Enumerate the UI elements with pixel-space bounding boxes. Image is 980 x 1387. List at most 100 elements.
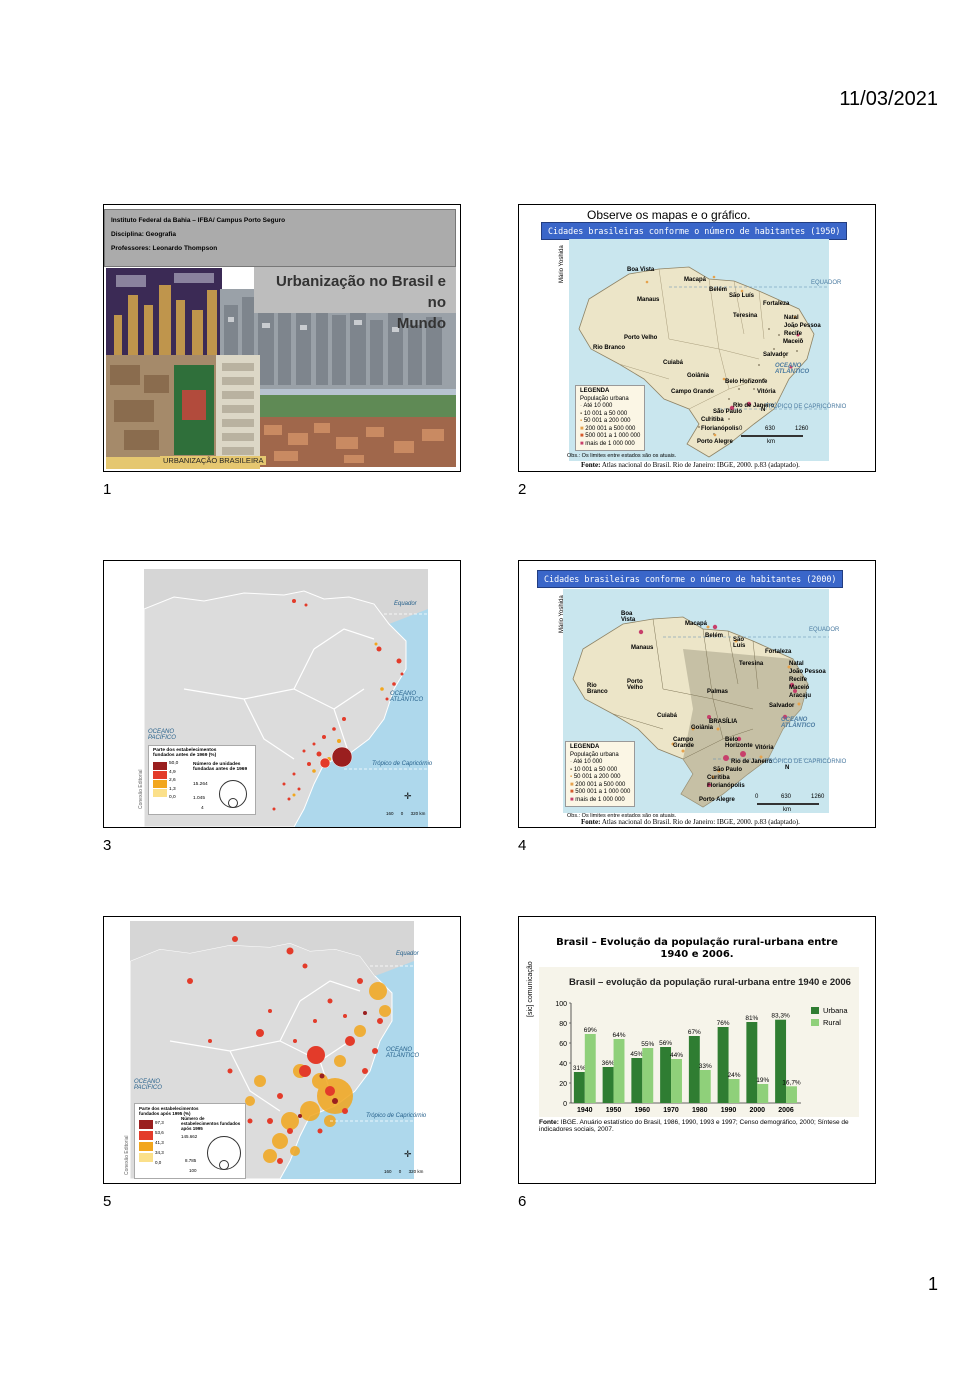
north-arrow: N <box>785 765 790 771</box>
city-label: Belo Horizonte <box>725 379 768 385</box>
legend-item: ■ 500 001 a 1 000 000 <box>580 433 641 439</box>
x-tick-label: 2006 <box>778 1107 794 1114</box>
scale-bar: 0 630 1260 km <box>755 794 825 813</box>
slide-5[interactable]: Equador Trópico de Capricórnio OCEANO AT… <box>103 916 461 1184</box>
title-line-2: 1940 e 2006. <box>660 949 734 960</box>
map-legend: LEGENDA População urbana · Até 10 000 ▪ … <box>575 385 646 451</box>
title-line-2: Mundo <box>396 315 446 332</box>
legend-item: · Até 10 000 <box>580 403 613 409</box>
bar-urbana <box>602 1067 614 1103</box>
legend-item: ■ 500 001 a 1 000 000 <box>570 789 631 795</box>
bar-value-label: 19% <box>756 1077 769 1084</box>
bar-value-label: 45% <box>630 1051 643 1058</box>
bar-value-label: 83,3% <box>771 1013 790 1020</box>
slide-number: 1 <box>103 481 112 498</box>
ocean-atlantic-label: OCEANO ATLÂNTICO <box>386 1047 420 1059</box>
tropic-label: TRÓPICO DE CAPRICÓRNIO <box>765 759 847 765</box>
bar-value-label: 44% <box>670 1052 683 1059</box>
map-source: Fonte: Atlas nacional do Brasil. Rio de … <box>581 818 800 826</box>
city-label: Macapá <box>684 277 707 283</box>
city-label: Vitória <box>757 389 776 395</box>
city-label: Rio de Janeiro <box>731 759 773 765</box>
legend-label: Urbana <box>823 1006 848 1015</box>
x-tick-label: 1940 <box>577 1107 593 1114</box>
legend-item: ▪ 50 001 a 200 000 <box>580 418 631 424</box>
legend-item: ■ 200 001 a 500 000 <box>570 781 626 788</box>
legend-subtitle: População urbana <box>580 395 629 402</box>
bar-value-label: 64% <box>613 1032 626 1039</box>
map-legend: Parte dos estabelecimentos fundados após… <box>134 1103 246 1179</box>
ocean-pacific-label: OCEANO PACÍFICO <box>148 729 176 741</box>
bar-rural <box>757 1084 769 1103</box>
title-box: Urbanização no Brasil e no Mundo <box>254 267 456 332</box>
title-line-1: Urbanização no Brasil e no <box>275 273 446 311</box>
bar-value-label: 31% <box>573 1065 586 1072</box>
city-label: Cuiabá <box>657 713 678 719</box>
page-number: 1 <box>927 1274 938 1294</box>
slide-2[interactable]: Observe os mapas e o gráfico. Cidades br… <box>518 204 876 472</box>
bar-urbana <box>717 1027 729 1103</box>
legend-title: Parte dos estabelecimentos fundados ante… <box>153 748 217 758</box>
city-label: Maceió <box>783 339 804 345</box>
slide-title: Urbanização no Brasil e no Mundo <box>254 271 446 334</box>
slide-number: 3 <box>103 837 112 854</box>
map-note: Obs.: Os limites entre estados são os at… <box>567 453 677 459</box>
city-label: Belém <box>705 633 724 639</box>
circle-value: 8.785 <box>185 1158 197 1163</box>
city-label: Manaus <box>637 297 660 303</box>
slide-1[interactable]: Instituto Federal da Bahia – IFBA/ Campu… <box>103 204 461 472</box>
city-label: Salvador <box>763 352 789 358</box>
tropic-label: Trópico de Capricórnio <box>372 761 433 767</box>
x-tick-label: 2000 <box>750 1107 766 1114</box>
date: 11/03/2021 <box>839 88 938 110</box>
city-label: Aracaju <box>789 693 812 699</box>
city-label: Belo Horizonte <box>725 737 753 749</box>
legend-label: Rural <box>823 1018 841 1027</box>
legend-value: 2,6 <box>169 778 176 784</box>
city-label: Boa Vista <box>627 267 655 273</box>
legend-value: 53,6 <box>155 1130 164 1135</box>
city-labels: Boa Vista Macapá Belém São Luís Manaus F… <box>519 561 875 827</box>
legend-value: 0,0 <box>169 795 176 801</box>
city-label: Porto Velho <box>627 679 644 691</box>
city-label: Goiânia <box>691 725 714 731</box>
compass-icon: ✛ <box>404 791 412 801</box>
city-label: Natal <box>789 661 804 667</box>
slide-4[interactable]: Cidades brasileiras conforme o número de… <box>518 560 876 828</box>
slide-intro: Observe os mapas e o gráfico. <box>587 208 751 222</box>
legend-item: ▪ 50 001 a 200 000 <box>570 774 621 780</box>
bar-value-label: 16,7% <box>782 1079 801 1086</box>
city-label: Porto Alegre <box>699 797 735 803</box>
legend-value: 0,0 <box>155 1160 162 1165</box>
bar-value-label: 33% <box>699 1063 712 1070</box>
slide-3[interactable]: Equador Trópico de Capricórnio OCEANO AT… <box>103 560 461 828</box>
legend-value: 4,9 <box>169 769 176 775</box>
bar-rural <box>786 1086 797 1103</box>
city-label: João Pessoa <box>789 669 826 675</box>
x-tick-label: 1950 <box>606 1107 622 1114</box>
bar-value-label: 76% <box>717 1020 730 1027</box>
slide-6[interactable]: Brasil – Evolução da população rural-urb… <box>518 916 876 1184</box>
bar-value-label: 67% <box>688 1029 701 1036</box>
city-label: Boa Vista <box>621 611 636 623</box>
legend-item: ■ 200 001 a 500 000 <box>580 425 636 432</box>
city-label: Maceió <box>789 685 810 691</box>
equator-label: EQUADOR <box>809 627 840 633</box>
scale-bar: 160 0 320 km <box>384 1169 424 1174</box>
y-tick-label: 40 <box>559 1061 567 1068</box>
circle-legend-title: Número de unidades fundadas antes de 196… <box>193 762 248 772</box>
city-label: São Luís <box>729 293 755 299</box>
slide-number: 5 <box>103 1193 112 1210</box>
y-tick-label: 20 <box>559 1081 567 1088</box>
x-tick-label: 1980 <box>692 1107 708 1114</box>
chart-title: Brasil – evolução da população rural-urb… <box>569 977 851 988</box>
legend-item: ▪ 10 001 a 50 000 <box>570 766 618 773</box>
legend-title: LEGENDA <box>580 388 610 394</box>
slide-title: Brasil – Evolução da população rural-urb… <box>519 937 875 961</box>
chart-source: Fonte: IBGE. Anuário estatístico do Bras… <box>539 1119 849 1133</box>
legend-swatch <box>811 1019 819 1026</box>
ocean-atlantic-label: OCEANO ATLÂNTICO <box>390 691 424 703</box>
bar-rural <box>728 1079 740 1103</box>
bar-urbana <box>631 1058 643 1103</box>
city-label: Porto Alegre <box>697 439 733 445</box>
